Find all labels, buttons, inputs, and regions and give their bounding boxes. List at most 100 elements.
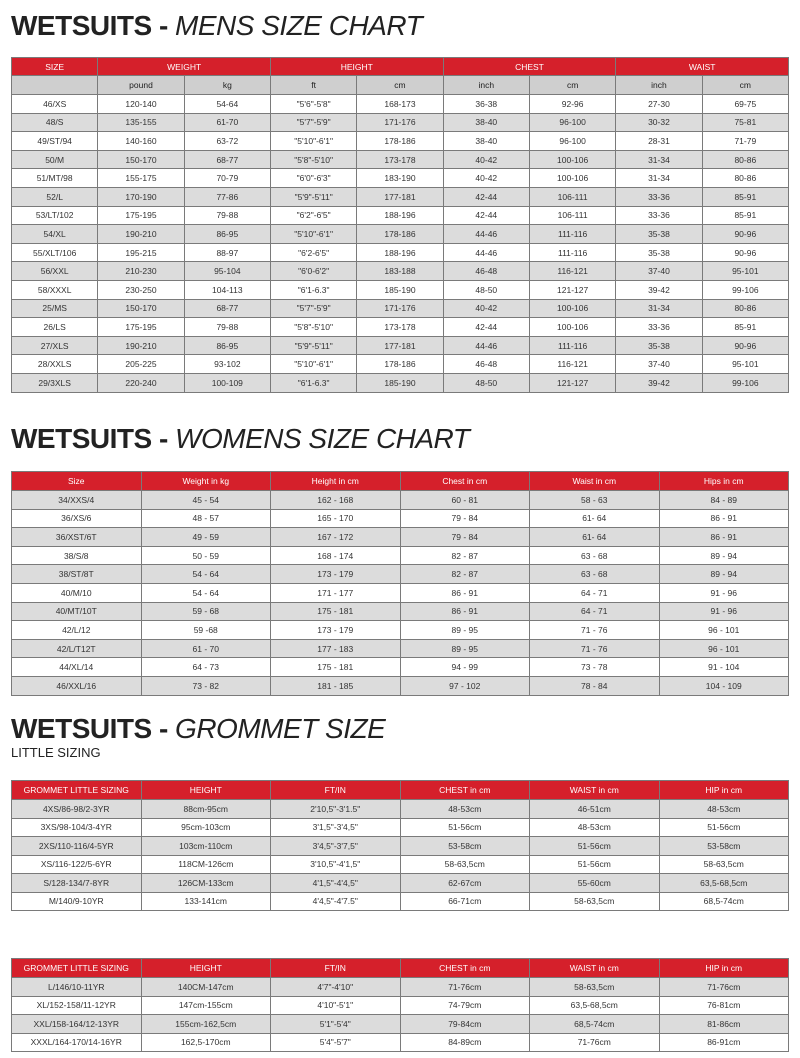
table-cell: 44/XL/14 [11, 657, 142, 677]
unit-cell: inch [442, 75, 530, 95]
table-cell: 35-38 [615, 335, 703, 356]
table-cell: "6'2"-6'5" [269, 205, 358, 226]
table-cell: 140CM-147cm [140, 977, 271, 997]
table-cell: 84 - 89 [658, 490, 789, 510]
header-cell: SIZE [10, 57, 99, 76]
table-cell: 95-101 [701, 261, 790, 281]
table-row: 2XS/110-116/4-5YR 103cm-110cm 3'4,5"-3'7,5… [11, 836, 789, 856]
table-cell: 188-196 [356, 242, 444, 263]
table-cell: 177-181 [356, 335, 444, 356]
table-cell: 177-181 [356, 186, 444, 207]
table-cell: 36/XS/6 [11, 508, 142, 529]
header-cell: Waist in cm [529, 471, 660, 491]
table-cell: 40-42 [442, 149, 530, 170]
table-row: 48/S 135-155 61-70 "5'7"-5'9" 171-176 38-40 96… [10, 112, 790, 133]
table-cell: 86 - 91 [399, 601, 530, 622]
table-cell: 171-176 [356, 112, 444, 133]
table-cell: L/146/10-11YR [11, 977, 142, 997]
table-row: 53/LT/102 175-195 79-88 "6'2"-6'5" 188-196 42… [10, 205, 790, 226]
table-cell: 46-48 [442, 261, 530, 281]
table-cell: 183-190 [356, 168, 444, 188]
table-row: 49/ST/94 140-160 63-72 "5'10"-6'1" 178-186 38… [10, 131, 790, 151]
unit-cell [10, 75, 99, 95]
mens-title: WETSUITS - MENS SIZE CHART [11, 10, 423, 42]
table-cell: 116-121 [528, 354, 617, 374]
table-cell: 111-116 [528, 242, 617, 263]
table-cell: 46-48 [442, 354, 530, 374]
table-cell: 68,5-74cm [658, 891, 789, 911]
table-cell: 25/MS [10, 298, 99, 319]
table-cell: "6'0"-6'3" [269, 168, 358, 188]
table-cell: XS/116-122/5-6YR [11, 854, 142, 874]
title-italic: GROMMET SIZE [175, 713, 386, 744]
header-cell: HIP in cm [658, 958, 789, 978]
table-cell: 178-186 [356, 131, 444, 151]
table-row: 51/MT/98 155-175 70-79 "6'0"-6'3" 183-190 40-… [10, 168, 790, 188]
table-cell: 79-88 [183, 205, 271, 226]
header-cell: HEIGHT [140, 780, 271, 800]
table-row: L/146/10-11YR 140CM-147cm 4'7"-4'10" 71-76c… [11, 977, 789, 997]
table-cell: 133-141cm [140, 891, 271, 911]
table-row: 40/MT/10T 59 - 68 175 - 181 86 - 91 64 - 71 9… [11, 601, 789, 622]
table-cell: 190-210 [97, 335, 185, 356]
table-cell: 59 - 68 [140, 601, 271, 622]
table-cell: 31-34 [615, 168, 703, 188]
table-cell: 63,5-68,5cm [529, 995, 660, 1015]
table-cell: 40-42 [442, 168, 530, 188]
header-row: GROMMET LITTLE SIZING HEIGHT FT/IN CHEST in… [11, 780, 789, 800]
table-cell: 175-195 [97, 205, 185, 226]
table-row: 38/S/8 50 - 59 168 - 174 82 - 87 63 - 68 89 -… [11, 545, 789, 566]
table-cell: 100-106 [528, 149, 617, 170]
table-row: 36/XST/6T 49 - 59 167 - 172 79 - 84 61- 64 86… [11, 527, 789, 547]
grommet-title: WETSUITS - GROMMET SIZE [11, 713, 386, 745]
table-cell: 5'4"-5'7" [270, 1032, 401, 1052]
table-cell: 26/LS [10, 317, 99, 337]
table-cell: 3XS/98-104/3-4YR [11, 817, 142, 837]
table-cell: 3'4,5"-3'7,5" [270, 836, 401, 856]
table-cell: "6'0-6'2" [269, 261, 358, 281]
table-cell: 60 - 81 [399, 490, 530, 510]
grommet-subtitle: LITTLE SIZING [11, 745, 101, 760]
table-cell: 95-104 [183, 261, 271, 281]
table-cell: 85-91 [701, 186, 790, 207]
table-cell: "5'8"-5'10" [269, 317, 358, 337]
table-cell: 61- 64 [529, 508, 660, 529]
table-cell: 190-210 [97, 224, 185, 244]
table-cell: 39-42 [615, 279, 703, 300]
table-cell: 162 - 168 [270, 490, 401, 510]
header-cell: FT/IN [270, 958, 401, 978]
table-cell: "5'9"-5'11" [269, 335, 358, 356]
table-row: 40/M/10 54 - 64 171 - 177 86 - 91 64 - 71 91 … [11, 582, 789, 603]
table-cell: 73 - 78 [529, 657, 660, 677]
table-cell: 55/XLT/106 [10, 242, 99, 263]
table-row: 42/L/12 59 -68 173 - 179 89 - 95 71 - 76 96 -… [11, 620, 789, 640]
table-row: 29/3XLS 220-240 100-109 "6'1-6.3" 185-190 48-… [10, 372, 790, 393]
table-cell: 34/XXS/4 [11, 490, 142, 510]
table-cell: 46/XS [10, 94, 99, 114]
table-cell: 3'10,5"-4'1,5" [270, 854, 401, 874]
table-cell: 147cm-155cm [140, 995, 271, 1015]
table-cell: 86-95 [183, 224, 271, 244]
table-cell: 118CM-126cm [140, 854, 271, 874]
table-cell: 49/ST/94 [10, 131, 99, 151]
table-cell: M/140/9-10YR [11, 891, 142, 911]
header-cell: Hips in cm [658, 471, 789, 491]
table-cell: 38/S/8 [11, 545, 142, 566]
table-cell: 188-196 [356, 205, 444, 226]
table-row: 42/L/T12T 61 - 70 177 - 183 89 - 95 71 - 76 9… [11, 638, 789, 659]
table-row: 52/L 170-190 77-86 "5'9"-5'11" 177-181 42-44 1… [10, 186, 790, 207]
table-cell: 54/XL [10, 224, 99, 244]
table-cell: 79-88 [183, 317, 271, 337]
table-cell: 80-86 [701, 298, 790, 319]
table-cell: 50 - 59 [140, 545, 271, 566]
table-cell: 53-58cm [399, 836, 530, 856]
header-cell: Size [11, 471, 142, 491]
header-row: Size Weight in kg Height in cm Chest in cm W… [11, 471, 789, 491]
table-cell: 51/MT/98 [10, 168, 99, 188]
table-cell: 90-96 [701, 242, 790, 263]
table-row: S/128-134/7-8YR 126CM-133cm 4'1,5"-4'4,5" 6… [11, 873, 789, 893]
table-cell: 93-102 [183, 354, 271, 374]
table-row: XS/116-122/5-6YR 118CM-126cm 3'10,5"-4'1,5… [11, 854, 789, 874]
table-cell: 36-38 [442, 94, 530, 114]
table-row: 50/M 150-170 68-77 "5'8"-5'10" 173-178 40-42 1… [10, 149, 790, 170]
